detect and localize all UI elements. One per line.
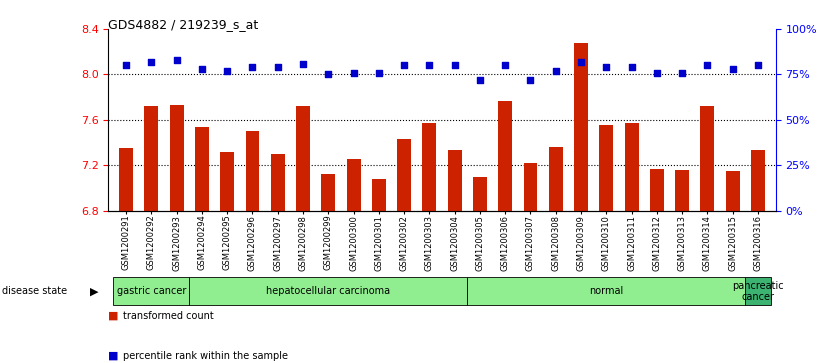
Point bbox=[119, 62, 133, 68]
Point bbox=[322, 72, 335, 77]
Point bbox=[423, 62, 436, 68]
Point bbox=[195, 66, 208, 72]
Text: gastric cancer: gastric cancer bbox=[117, 286, 186, 296]
Point bbox=[701, 62, 714, 68]
Text: normal: normal bbox=[589, 286, 624, 296]
Bar bbox=[397, 139, 411, 211]
Bar bbox=[347, 159, 360, 211]
Point bbox=[271, 64, 284, 70]
Point bbox=[448, 62, 461, 68]
Text: transformed count: transformed count bbox=[123, 311, 214, 321]
Point bbox=[145, 59, 158, 65]
Text: pancreatic
cancer: pancreatic cancer bbox=[732, 281, 784, 302]
Bar bbox=[372, 179, 386, 211]
Bar bbox=[498, 101, 512, 211]
Point bbox=[726, 66, 739, 72]
Point bbox=[751, 62, 765, 68]
Point bbox=[296, 61, 309, 66]
Point bbox=[651, 70, 664, 76]
Bar bbox=[321, 174, 335, 211]
Bar bbox=[625, 123, 639, 211]
Point bbox=[170, 57, 183, 63]
Bar bbox=[650, 168, 664, 211]
Bar bbox=[676, 170, 689, 211]
Bar bbox=[144, 106, 158, 211]
Bar bbox=[189, 277, 467, 305]
Point bbox=[625, 64, 638, 70]
Text: ■: ■ bbox=[108, 311, 119, 321]
Text: GDS4882 / 219239_s_at: GDS4882 / 219239_s_at bbox=[108, 18, 259, 31]
Bar bbox=[119, 148, 133, 211]
Bar bbox=[473, 176, 487, 211]
Point bbox=[220, 68, 234, 74]
Bar bbox=[549, 147, 563, 211]
Point bbox=[246, 64, 259, 70]
Bar bbox=[746, 277, 771, 305]
Bar bbox=[726, 171, 740, 211]
Text: percentile rank within the sample: percentile rank within the sample bbox=[123, 351, 289, 361]
Point bbox=[372, 70, 385, 76]
Text: ■: ■ bbox=[108, 351, 119, 361]
Point bbox=[398, 62, 411, 68]
Bar bbox=[296, 106, 310, 211]
Bar bbox=[220, 151, 234, 211]
Bar bbox=[195, 127, 208, 211]
Point bbox=[549, 68, 562, 74]
Bar bbox=[701, 106, 715, 211]
Point bbox=[473, 77, 486, 83]
Text: disease state: disease state bbox=[2, 286, 67, 297]
Text: ▶: ▶ bbox=[90, 286, 98, 297]
Bar bbox=[524, 163, 537, 211]
Bar bbox=[423, 123, 436, 211]
Bar bbox=[600, 126, 613, 211]
Bar bbox=[271, 154, 284, 211]
Bar bbox=[169, 105, 183, 211]
Point bbox=[600, 64, 613, 70]
Point bbox=[347, 70, 360, 76]
Point bbox=[676, 70, 689, 76]
Bar bbox=[574, 43, 588, 211]
Point bbox=[575, 59, 588, 65]
Point bbox=[524, 77, 537, 83]
Bar bbox=[245, 131, 259, 211]
Text: hepatocellular carcinoma: hepatocellular carcinoma bbox=[266, 286, 390, 296]
Point bbox=[499, 62, 512, 68]
Bar bbox=[448, 150, 461, 211]
Bar bbox=[467, 277, 746, 305]
Bar bbox=[751, 150, 765, 211]
Bar bbox=[113, 277, 189, 305]
